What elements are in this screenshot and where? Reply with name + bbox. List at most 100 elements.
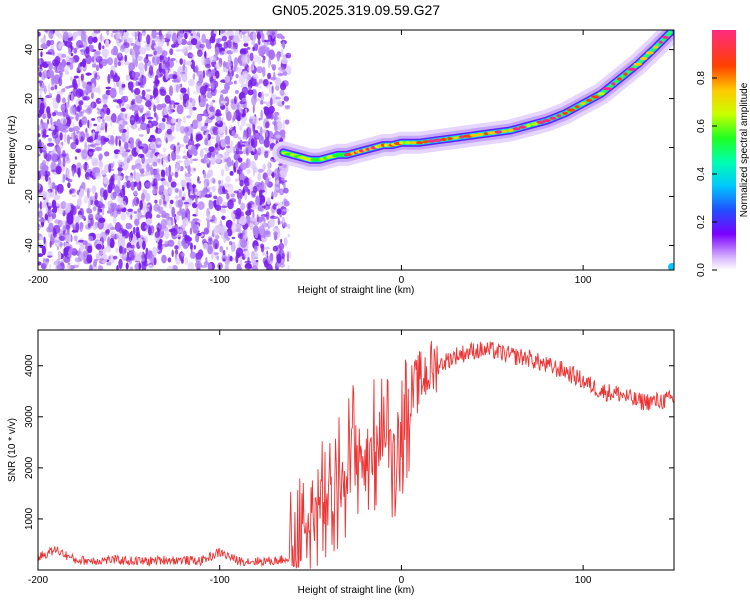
noise-speckle <box>96 233 102 239</box>
noise-speckle <box>204 122 209 127</box>
y-tick-label: -40 <box>24 238 35 253</box>
noise-speckle <box>154 128 162 134</box>
noise-speckle <box>100 154 103 159</box>
noise-speckle <box>41 202 46 209</box>
noise-speckle <box>181 73 188 83</box>
noise-speckle <box>65 243 71 247</box>
noise-speckle <box>43 97 47 102</box>
noise-speckle <box>175 154 181 160</box>
noise-speckle <box>145 93 151 100</box>
noise-speckle <box>85 72 92 76</box>
spectrogram-frame <box>37 29 675 271</box>
noise-speckle <box>257 38 261 46</box>
noise-speckle <box>239 215 247 226</box>
noise-speckle <box>87 35 94 45</box>
noise-speckle <box>142 240 146 250</box>
snr-y-ticks: 1000 2000 3000 4000 <box>24 354 674 530</box>
noise-speckle <box>105 122 107 133</box>
noise-speckle <box>41 245 47 256</box>
noise-speckle <box>124 30 127 33</box>
noise-speckle <box>67 94 70 105</box>
noise-speckle <box>274 124 278 132</box>
noise-speckle <box>257 168 264 173</box>
noise-speckle <box>75 88 83 98</box>
noise-speckle <box>57 219 63 228</box>
noise-speckle <box>171 32 178 43</box>
noise-speckle <box>100 142 103 148</box>
noise-speckle <box>226 30 234 37</box>
noise-speckle <box>268 49 275 60</box>
noise-speckle <box>139 108 143 113</box>
noise-speckle <box>198 95 201 103</box>
noise-speckle <box>144 62 148 72</box>
noise-speckle <box>189 54 194 57</box>
noise-speckle <box>156 55 161 65</box>
noise-speckle <box>233 65 236 73</box>
noise-speckle <box>195 252 203 260</box>
noise-speckle <box>133 211 138 214</box>
noise-speckle <box>209 136 216 140</box>
noise-speckle <box>115 104 121 109</box>
noise-speckle <box>169 89 172 96</box>
noise-speckle <box>258 117 261 121</box>
noise-speckle <box>164 240 170 244</box>
noise-speckle <box>72 107 76 114</box>
noise-speckle <box>61 124 66 133</box>
signal-blob <box>623 72 628 76</box>
noise-speckle <box>179 125 186 134</box>
noise-speckle <box>283 96 289 102</box>
noise-speckle <box>266 197 271 205</box>
noise-speckle <box>97 219 104 230</box>
noise-speckle <box>223 151 226 157</box>
signal-blob <box>453 136 459 140</box>
noise-speckle <box>60 201 67 210</box>
noise-speckle <box>151 120 159 127</box>
noise-speckle <box>125 223 133 230</box>
noise-speckle <box>142 162 148 170</box>
noise-speckle <box>227 56 231 61</box>
noise-speckle <box>107 73 111 84</box>
noise-speckle <box>136 226 139 231</box>
noise-speckle <box>157 141 162 145</box>
noise-speckle <box>123 142 129 150</box>
noise-speckle <box>247 188 251 195</box>
noise-speckle <box>39 82 42 87</box>
noise-speckle <box>137 127 142 131</box>
noise-speckle <box>60 103 66 112</box>
noise-speckle <box>130 42 135 46</box>
colorbar-gradient <box>712 30 736 270</box>
noise-speckle <box>138 146 144 149</box>
noise-speckle <box>280 48 284 58</box>
noise-speckle <box>281 252 285 260</box>
noise-speckle <box>38 182 41 191</box>
noise-speckle <box>147 54 154 57</box>
noise-speckle <box>120 107 126 113</box>
noise-speckle <box>133 45 136 51</box>
noise-speckle <box>277 73 285 76</box>
noise-speckle <box>117 151 125 154</box>
noise-speckle <box>65 114 70 122</box>
noise-speckle <box>39 170 46 177</box>
noise-speckle <box>183 46 189 49</box>
noise-speckle <box>201 158 207 164</box>
noise-speckle <box>47 190 52 200</box>
noise-speckle <box>130 117 135 121</box>
noise-speckle <box>40 166 49 170</box>
noise-speckle <box>166 30 173 35</box>
noise-speckle <box>75 112 79 122</box>
noise-speckle <box>186 182 190 190</box>
noise-speckle <box>160 90 167 96</box>
noise-speckle <box>116 99 123 104</box>
noise-speckle <box>283 200 290 207</box>
noise-speckle <box>253 82 259 87</box>
noise-speckle <box>79 111 85 115</box>
noise-speckle <box>121 30 124 34</box>
noise-speckle <box>50 161 57 172</box>
noise-speckle <box>153 82 158 93</box>
signal-blob <box>549 116 557 120</box>
noise-speckle <box>215 146 219 155</box>
noise-speckle <box>108 255 111 260</box>
noise-speckle <box>203 261 210 266</box>
noise-speckle <box>241 86 249 96</box>
noise-speckle <box>174 249 179 255</box>
